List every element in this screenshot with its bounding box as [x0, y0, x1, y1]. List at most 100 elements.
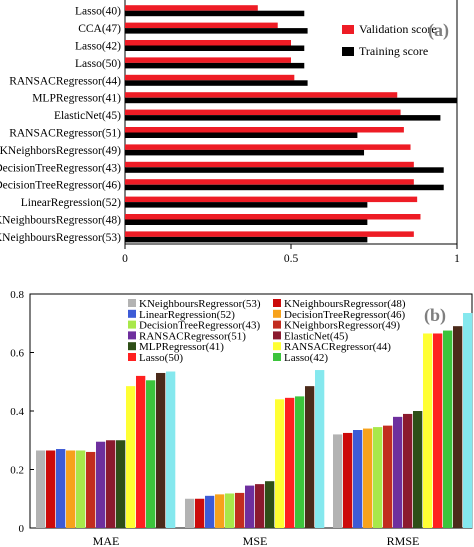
bar-training-9: [125, 167, 444, 173]
legend-b-swatch-2: [128, 309, 136, 318]
category-label-a-9: DecisionTreeRegressor(43): [0, 162, 121, 174]
bar-rmse-2: [353, 430, 363, 528]
category-label-a-8: KNeighborsRegressor(49): [0, 145, 121, 157]
bar-training-13: [125, 236, 368, 243]
category-label-a-10: DecisionTreeRegressor(46): [0, 180, 121, 192]
legend-b-swatch-5: [273, 320, 281, 329]
legend-b-swatch-10: [128, 353, 136, 361]
bar-rmse-12: [453, 326, 463, 528]
bar-validation-1: [125, 22, 278, 29]
bar-mse-6: [245, 485, 255, 528]
bar-mae-11: [146, 380, 156, 528]
category-label-a-2: Lasso(42): [75, 41, 121, 53]
bar-validation-5: [125, 92, 398, 98]
legend-b-label-2: LinearRegression(52): [139, 309, 235, 321]
legend-b-label-6: RANSACRegressor(51): [139, 330, 246, 342]
bar-training-4: [125, 80, 308, 86]
bar-mae-5: [86, 451, 96, 528]
bar-rmse-10: [433, 333, 443, 528]
bar-rmse-7: [403, 413, 413, 528]
bar-training-5: [125, 97, 457, 104]
legend-training-swatch: [342, 47, 354, 56]
legend-b-swatch-11: [273, 353, 281, 361]
legend-b-swatch-4: [128, 320, 136, 329]
panel-b-y-ticks: 0 0.2 0.4 0.6 0.8: [10, 289, 34, 535]
bar-validation-10: [125, 179, 414, 185]
legend-b-label-11: Lasso(42): [284, 352, 328, 364]
legend-b-label-3: DecisionTreeRegressor(46): [284, 309, 406, 321]
y-tick-label-b-3: 0.6: [10, 348, 24, 360]
bar-validation-3: [125, 57, 291, 63]
y-tick-label-b-0: 0: [19, 523, 25, 535]
bar-mae-7: [106, 440, 116, 528]
panel-a-bars: [125, 5, 457, 243]
legend-b-swatch-9: [273, 342, 281, 351]
category-label-a-12: KNeighboursRegressor(48): [0, 215, 121, 227]
bar-training-8: [125, 149, 365, 156]
bar-rmse-4: [373, 427, 383, 528]
bar-mse-2: [205, 495, 215, 528]
legend-b-swatch-7: [273, 331, 281, 340]
bar-mae-8: [116, 440, 126, 528]
legend-b-swatch-0: [128, 299, 136, 307]
legend-b-swatch-3: [273, 309, 281, 318]
bar-mae-2: [56, 449, 66, 528]
category-label-a-6: ElasticNet(45): [54, 110, 121, 122]
category-label-a-3: Lasso(50): [75, 58, 121, 70]
legend-validation-label: Validation score: [359, 22, 437, 36]
category-label-a-11: LinearRegression(52): [21, 197, 121, 209]
panel-b-label: (b): [424, 305, 446, 326]
panel-b-bars: [36, 313, 473, 528]
bar-validation-9: [125, 161, 414, 168]
legend-b-swatch-8: [128, 342, 136, 351]
bar-mse-4: [225, 493, 235, 528]
bar-validation-2: [125, 40, 291, 46]
x-tick-label-a-2: 1: [454, 253, 460, 265]
bar-mae-9: [126, 386, 136, 528]
x-tick-label-a-0: 0: [122, 253, 128, 265]
bar-mae-4: [76, 450, 86, 528]
bar-rmse-6: [393, 416, 403, 528]
legend-b-swatch-6: [128, 331, 136, 340]
bar-training-11: [125, 202, 368, 208]
panel-a-x-ticks: 0 0.5 1: [122, 244, 460, 265]
bar-validation-7: [125, 127, 404, 133]
legend-b-label-1: KNeighboursRegressor(48): [284, 298, 406, 310]
bar-rmse-9: [423, 333, 433, 528]
legend-b-label-8: MLPRegressor(41): [139, 341, 224, 353]
bar-validation-6: [125, 109, 401, 116]
category-label-b-0: MAE: [93, 534, 120, 547]
category-label-b-1: MSE: [243, 534, 268, 547]
category-label-b-2: RMSE: [387, 534, 420, 547]
legend-validation-swatch: [342, 25, 354, 34]
bar-rmse-5: [383, 425, 393, 528]
bar-validation-8: [125, 144, 411, 150]
legend-b-label-9: RANSACRegressor(44): [284, 341, 391, 353]
legend-b-label-5: KNeighborsRegressor(49): [284, 320, 400, 332]
bar-mse-9: [275, 399, 285, 528]
category-label-a-7: RANSACRegressor(51): [9, 128, 121, 140]
category-label-a-13: KNeighboursRegressor(53): [0, 232, 121, 244]
bar-rmse-3: [363, 428, 373, 528]
bar-mse-7: [255, 484, 265, 528]
panel-a-label: (a): [428, 20, 449, 41]
legend-b-label-4: DecisionTreeRegressor(43): [139, 320, 261, 332]
panel-a-category-labels: Lasso(40) CCA(47) Lasso(42) Lasso(50) RANSAC…: [0, 6, 121, 244]
bar-mse-13: [315, 370, 325, 528]
legend-b-swatch-1: [273, 299, 281, 307]
panel-b-legend: KNeighboursRegressor(53) KNeighboursRegre…: [128, 298, 406, 364]
bar-rmse-0: [333, 434, 343, 528]
panel-b-category-labels: MAE MSE RMSE: [93, 534, 420, 547]
bar-training-3: [125, 62, 305, 69]
legend-b-label-10: Lasso(50): [139, 352, 183, 364]
bar-mse-10: [285, 397, 295, 528]
panel-b-grouped-bar-chart: 0 0.2 0.4 0.6 0.8 MAE MSE RMSE KNeighboursRegr…: [10, 289, 473, 547]
bar-training-0: [125, 10, 305, 17]
bar-rmse-13: [463, 313, 473, 528]
bar-validation-12: [125, 214, 421, 220]
bar-mae-3: [66, 450, 76, 528]
category-label-a-1: CCA(47): [78, 23, 121, 35]
category-label-a-5: MLPRegressor(41): [32, 93, 121, 105]
category-label-a-0: Lasso(40): [75, 6, 121, 18]
